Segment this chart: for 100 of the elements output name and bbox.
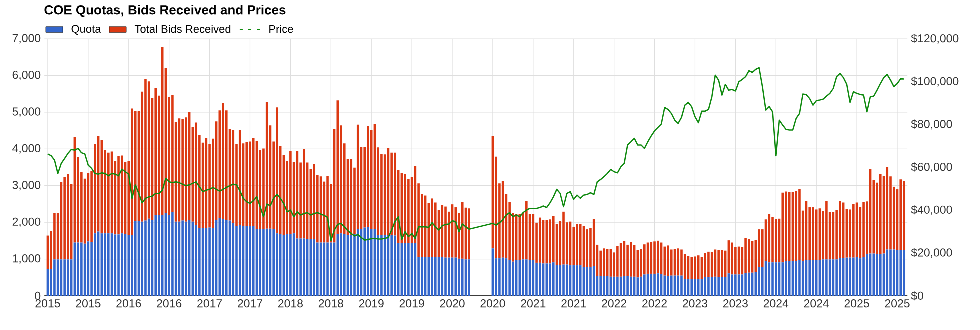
bar [252,226,255,296]
bar [154,215,157,296]
bar [576,224,578,266]
bar [690,257,694,280]
bar [603,276,606,296]
bar [600,276,602,296]
bar [303,149,306,239]
bar [667,246,670,276]
bar [421,257,424,296]
x-tick-label: 2018 [278,300,303,308]
bar [549,220,552,264]
bar [434,257,437,296]
bar [785,261,788,296]
bar [80,242,83,296]
x-tick-label: 2019 [400,300,424,308]
bar [795,261,798,296]
bar [694,279,696,296]
bar [690,279,694,296]
bar [586,230,588,267]
bar [852,204,855,258]
bar [434,202,437,258]
bar [77,242,80,296]
bar [656,274,660,296]
bar [670,276,673,296]
bar [313,239,316,296]
bar [562,264,565,296]
bar [259,230,262,296]
bar [316,242,319,296]
x-tick-label: 2022 [602,300,627,308]
x-tick-label: 2015 [76,300,101,308]
bar [782,262,784,296]
bar [774,219,778,263]
bar [772,262,774,296]
bar [694,256,696,280]
y-tick-label: 0 [35,292,41,300]
bar [734,247,737,275]
bar [721,277,724,296]
bar [522,260,524,296]
bar [340,234,342,296]
bar [852,258,855,296]
bar [144,79,147,221]
bar [172,212,174,296]
x-tick-label: 2023 [723,300,748,308]
y-tick-label: 5,000 [12,108,41,118]
bar [454,258,458,296]
bar [144,220,147,296]
bar [290,234,292,296]
bar [546,220,548,264]
bar [195,122,198,226]
bar [808,260,811,296]
bar [744,238,747,274]
legend-label: Quota [72,25,102,35]
bar [785,192,788,262]
bar [134,221,137,296]
bar [356,230,360,296]
y2-tick-label: $60,000 [911,162,952,172]
bar [677,276,680,296]
bar [64,260,66,296]
bar [94,234,96,296]
bar [788,192,791,262]
bar [704,253,706,278]
bar [54,260,56,296]
chart-title: COE Quotas, Bids Received and Prices [44,5,286,18]
bar [461,202,464,259]
bar [128,235,130,296]
bar [552,262,555,296]
bar [272,230,275,296]
bar [576,266,578,296]
y2-tick-label: $100,000 [911,76,959,87]
bar [788,261,791,296]
bar [148,218,150,296]
bar [441,257,444,296]
bar [546,264,548,296]
bar [448,258,450,296]
bar [654,274,656,296]
bar [862,202,865,258]
bar [67,174,70,260]
bar [120,156,124,234]
bar [536,262,538,296]
bar [182,119,184,221]
bar [892,250,896,296]
bar [108,234,110,296]
bar [468,260,471,296]
bar [826,201,828,260]
bar [654,242,656,274]
bar [586,266,588,296]
bar [313,164,316,240]
bar [879,174,882,254]
bar [182,220,184,296]
bar [350,159,353,236]
bar [748,239,750,273]
bar [249,142,252,226]
bar [370,230,373,296]
x-tick-label: 2021 [521,300,546,308]
bar [512,262,514,296]
x-tick-label: 2025 [885,300,910,308]
bar [249,226,252,296]
bar [886,168,889,250]
bar [900,250,902,296]
bar [350,235,353,296]
